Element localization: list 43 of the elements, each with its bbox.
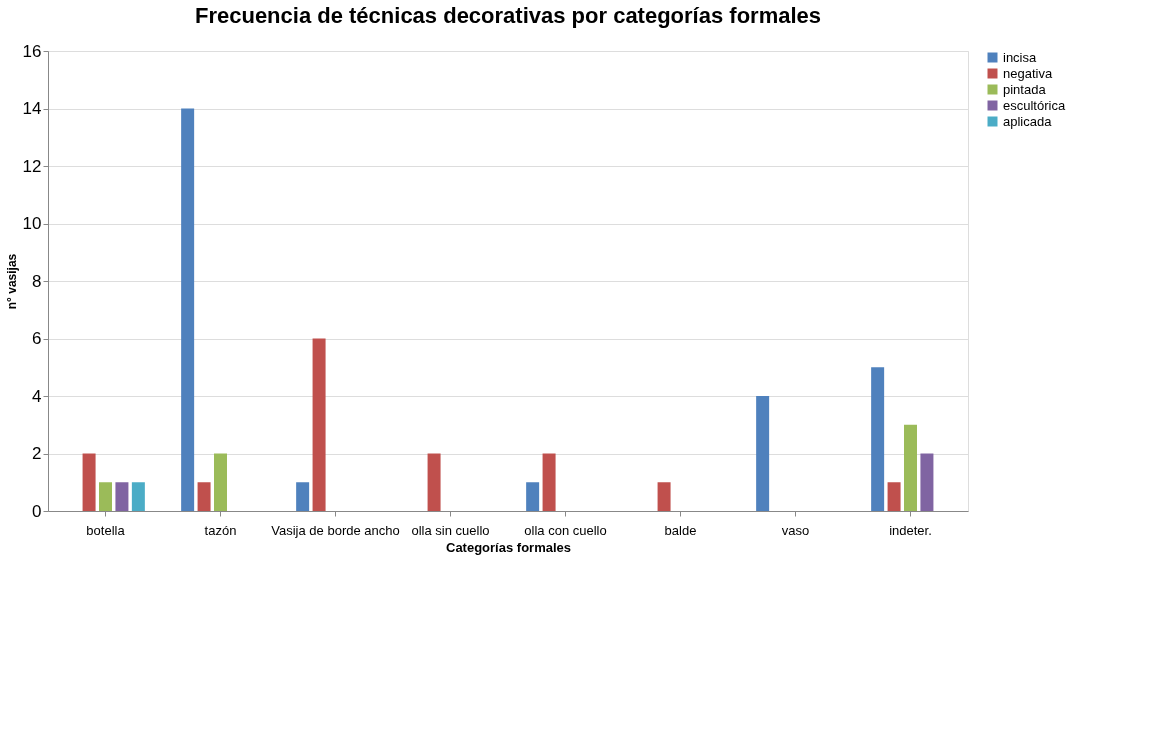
bar bbox=[756, 396, 770, 511]
x-axis-title: Categorías formales bbox=[446, 539, 571, 555]
x-tick-label: tazón bbox=[204, 522, 237, 538]
x-tick-label: Vasija de borde ancho bbox=[271, 522, 400, 538]
bar bbox=[920, 453, 934, 511]
x-tick-label: vaso bbox=[781, 522, 810, 538]
x-tick-label: olla con cuello bbox=[524, 522, 607, 538]
bar bbox=[131, 482, 145, 511]
bar bbox=[99, 482, 112, 511]
bar bbox=[312, 338, 326, 511]
bar bbox=[887, 482, 901, 511]
bar bbox=[427, 453, 441, 511]
bar bbox=[296, 482, 310, 511]
chart-title: Frecuencia de técnicas decorativas por categorías formales bbox=[194, 3, 822, 28]
bar bbox=[115, 482, 129, 511]
bar bbox=[181, 108, 195, 511]
y-tick-label: 12 bbox=[22, 156, 42, 176]
x-tick-label: botella bbox=[86, 522, 126, 538]
bar bbox=[904, 424, 917, 511]
y-tick-label: 8 bbox=[32, 271, 42, 291]
x-tick-label: indeter. bbox=[889, 522, 932, 538]
x-tick-label: balde bbox=[664, 522, 697, 538]
y-tick-label: 2 bbox=[32, 444, 42, 463]
y-tick-label: 10 bbox=[22, 214, 42, 233]
legend-label: escultórica bbox=[1003, 97, 1066, 113]
bar bbox=[197, 482, 211, 511]
bar bbox=[542, 453, 556, 511]
legend-label: pintada bbox=[1003, 81, 1047, 97]
bar bbox=[82, 453, 96, 511]
legend-label: aplicada bbox=[1003, 113, 1053, 129]
x-tick-label: olla sin cuello bbox=[411, 522, 490, 538]
y-tick-label: 6 bbox=[32, 329, 42, 348]
bar bbox=[871, 367, 885, 511]
y-tick-label: 4 bbox=[32, 386, 42, 406]
legend-label: incisa bbox=[1003, 49, 1038, 65]
y-axis-title: n° vasijas bbox=[4, 253, 19, 310]
bar bbox=[657, 482, 671, 511]
bar bbox=[526, 482, 540, 511]
y-tick-label: 14 bbox=[22, 99, 42, 118]
y-tick-label: 16 bbox=[22, 41, 42, 61]
legend-label: negativa bbox=[1003, 65, 1053, 81]
y-tick-label: 0 bbox=[32, 501, 42, 521]
bar bbox=[214, 453, 227, 511]
